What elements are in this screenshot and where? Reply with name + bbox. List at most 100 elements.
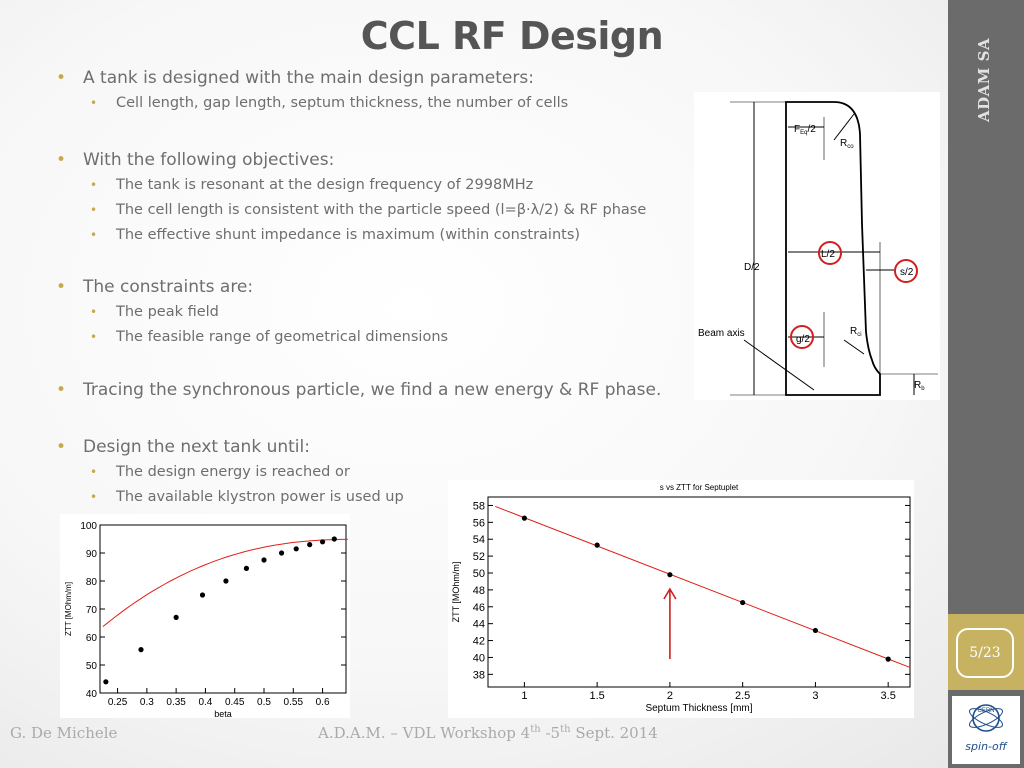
y-tick-label: 52 (473, 551, 485, 563)
slide-title: CCL RF Design (360, 14, 664, 58)
bullet-text: The feasible range of geometrical dimens… (116, 329, 449, 345)
label-rco: Rco (840, 138, 854, 150)
bullet-text: Design the next tank until: (83, 437, 310, 457)
label-s2: s/2 (900, 267, 914, 278)
bullet-text: The tank is resonant at the design frequ… (116, 177, 534, 193)
data-point (885, 656, 891, 662)
data-point (199, 592, 206, 598)
label-feq: FEq/2 (794, 124, 816, 136)
footer-event-prefix: A.D.A.M. – VDL Workshop 4 (318, 724, 531, 742)
label-l2: L/2 (821, 249, 835, 260)
logo-mark: CERN (977, 708, 994, 714)
y-tick-label: 80 (86, 577, 98, 588)
x-axis-label: beta (214, 709, 232, 718)
label-beam-axis: Beam axis (698, 328, 745, 339)
bullet-text: Cell length, gap length, septum thicknes… (116, 95, 569, 111)
y-tick-label: 90 (86, 549, 98, 560)
x-tick-label: 0.4 (198, 697, 212, 708)
x-tick-label: 1 (521, 690, 527, 702)
chart-ztt-beta: 0.25 0.3 0.35 0.4 0.45 0.5 0.55 0.6 40 50 60 70 80 90… (64, 521, 348, 719)
x-tick-label: 0.45 (225, 697, 245, 708)
highlight-g2 (790, 325, 814, 349)
bullet-text: The cell length is consistent with the p… (116, 202, 647, 218)
chart-frame (99, 524, 347, 694)
y-tick-label: 50 (473, 568, 485, 580)
label-rci: Rci (850, 326, 862, 338)
data-point (307, 542, 313, 548)
y-tick-label: 60 (86, 633, 98, 644)
footer-sup1: th (530, 724, 541, 735)
data-point (667, 572, 673, 578)
x-tick-label: 3.5 (881, 690, 896, 702)
x-tick-label: 0.35 (166, 697, 186, 708)
bullet-text: With the following objectives: (83, 150, 335, 170)
cavity-outline (785, 101, 881, 396)
x-tick-label: 0.6 (316, 697, 330, 708)
red-arrow-icon (663, 587, 677, 659)
data-point (293, 546, 299, 552)
logo-text: spin-off (965, 740, 1007, 753)
highlight-s2 (894, 259, 918, 283)
highlight-circles (790, 241, 918, 349)
data-point (138, 647, 144, 653)
x-tick-label: 0.3 (140, 697, 154, 708)
logo: CERN spin-off (952, 696, 1020, 764)
data-point (103, 679, 109, 685)
chart-ztt-beta-panel: 0.25 0.3 0.35 0.4 0.45 0.5 0.55 0.6 40 50 60 70 80 90… (60, 514, 350, 719)
footer-author: G. De Michele (10, 724, 118, 742)
y-tick-label: 54 (473, 534, 485, 546)
chart-frame (487, 496, 911, 688)
bullet-text: A tank is designed with the main design … (83, 68, 534, 88)
fit-line (495, 505, 911, 668)
y-tick-label: 44 (473, 619, 485, 631)
data-point (243, 565, 250, 571)
y-tick-label: 48 (473, 585, 485, 597)
x-tick-label: 0.55 (284, 697, 304, 708)
y-tick-label: 40 (473, 652, 485, 664)
y-tick-label: 58 (473, 500, 485, 512)
x-axis-label: Septum Thickness [mm] (645, 703, 752, 714)
bullet-text: The peak field (116, 304, 219, 320)
y-tick-label: 38 (473, 669, 485, 681)
cavity-diagram-panel: FEq/2 Rco L/2 s/2 D/2 Beam axis g/2 Rci … (694, 92, 940, 400)
data-point (594, 542, 600, 548)
footer-sup2: th (560, 724, 571, 735)
data-point (521, 515, 527, 521)
data-point (173, 614, 179, 620)
x-tick-label: 2 (667, 690, 673, 702)
y-axis-label: ZTT [MOhm/m] (64, 582, 73, 636)
y-tick-label: 42 (473, 636, 485, 648)
y-tick-label: 100 (80, 521, 97, 532)
fit-line (102, 538, 348, 627)
footer-event-suffix: Sept. 2014 (570, 724, 658, 742)
bullet-text: Tracing the synchronous particle, we fin… (83, 380, 662, 400)
cern-logo-icon: CERN (968, 704, 1004, 732)
y-tick-label: 70 (86, 605, 98, 616)
data-point (812, 627, 819, 634)
diagram-labels: FEq/2 Rco L/2 s/2 D/2 Beam axis g/2 Rci … (698, 124, 925, 392)
chart-septum-ztt-panel: 1 1.5 2 2.5 3 3.5 38 40 42 44 46 48 50 52 54 56 58 Septum… (448, 480, 914, 718)
label-d2: D/2 (744, 262, 760, 273)
y-tick-label: 40 (86, 689, 98, 700)
highlight-l2 (818, 241, 842, 265)
cavity-diagram: FEq/2 Rco L/2 s/2 D/2 Beam axis g/2 Rci … (698, 101, 938, 396)
data-point (223, 578, 229, 584)
x-tick-label: 0.25 (108, 697, 128, 708)
data-point (261, 557, 267, 563)
x-tick-label: 2.5 (735, 690, 750, 702)
y-tick-label: 56 (473, 517, 485, 529)
x-tick-label: 0.5 (257, 697, 271, 708)
footer-event: A.D.A.M. – VDL Workshop 4th -5th Sept. 2… (318, 724, 658, 742)
data-point (319, 539, 326, 545)
x-tick-label: 3 (812, 690, 818, 702)
data-point (278, 550, 285, 556)
chart-title: s vs ZTT for Septuplet (660, 483, 739, 492)
page-number: 5/23 (956, 628, 1014, 678)
x-tick-label: 1.5 (589, 690, 604, 702)
y-axis-label: ZTT [MOhm/m] (451, 562, 461, 623)
footer-dash: -5 (540, 724, 561, 742)
bullet-text: The effective shunt impedance is maximum… (116, 227, 581, 243)
chart-septum-ztt: 1 1.5 2 2.5 3 3.5 38 40 42 44 46 48 50 52 54 56 58 Septum… (451, 483, 911, 714)
bullet-text: The design energy is reached or (116, 464, 350, 480)
label-rb: Rb (914, 380, 925, 392)
